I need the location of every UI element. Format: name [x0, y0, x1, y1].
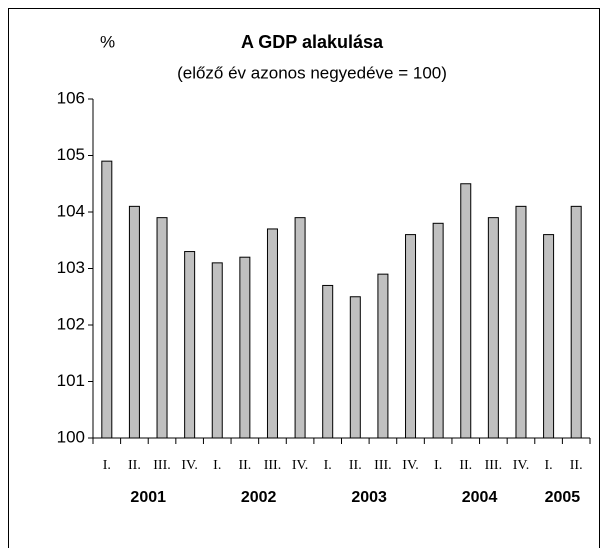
x-tick-label: III. — [485, 458, 503, 473]
year-label: 2005 — [545, 489, 581, 506]
bar — [266, 228, 278, 439]
bar — [101, 160, 113, 439]
bar — [184, 251, 196, 439]
y-tick-label: 104 — [57, 201, 85, 220]
bar — [322, 284, 334, 439]
x-tick-label: I. — [213, 458, 221, 473]
bar — [460, 183, 472, 439]
x-tick-label: II. — [238, 458, 251, 473]
y-tick-label: 105 — [57, 145, 85, 164]
year-label: 2001 — [130, 489, 166, 506]
x-tick-label: II. — [459, 458, 472, 473]
year-label: 2004 — [462, 489, 498, 506]
bar — [543, 234, 555, 439]
bar — [294, 217, 306, 439]
x-tick-label: I. — [544, 458, 552, 473]
x-tick-label: IV. — [292, 458, 308, 473]
chart-title: A GDP alakulása — [241, 32, 384, 52]
y-tick-label: 102 — [57, 314, 85, 333]
x-tick-label: IV. — [513, 458, 529, 473]
x-tick-label: III. — [264, 458, 282, 473]
y-tick-label: 100 — [57, 427, 85, 446]
bar — [570, 205, 582, 439]
x-tick-label: II. — [570, 458, 583, 473]
y-tick-label: 106 — [57, 88, 85, 107]
bar — [211, 262, 223, 439]
x-tick-label: I. — [103, 458, 111, 473]
year-label: 2002 — [241, 489, 277, 506]
x-tick-label: IV. — [402, 458, 418, 473]
y-axis-label: % — [100, 32, 115, 51]
y-tick-label: 101 — [57, 371, 85, 390]
bar — [128, 205, 140, 439]
x-tick-label: III. — [374, 458, 392, 473]
bar — [349, 296, 361, 439]
x-tick-label: IV. — [181, 458, 197, 473]
bar — [405, 234, 417, 439]
bar — [487, 217, 499, 439]
x-tick-label: III. — [153, 458, 171, 473]
x-tick-label: I. — [434, 458, 442, 473]
bar — [239, 256, 251, 439]
bar — [432, 222, 444, 439]
bar — [377, 273, 389, 439]
chart-subtitle: (előző év azonos negyedéve = 100) — [177, 63, 447, 82]
year-label: 2003 — [351, 489, 387, 506]
bar — [515, 205, 527, 439]
x-tick-label: II. — [128, 458, 141, 473]
x-tick-label: I. — [324, 458, 332, 473]
y-tick-label: 103 — [57, 258, 85, 277]
bar — [156, 217, 168, 439]
x-tick-label: II. — [349, 458, 362, 473]
